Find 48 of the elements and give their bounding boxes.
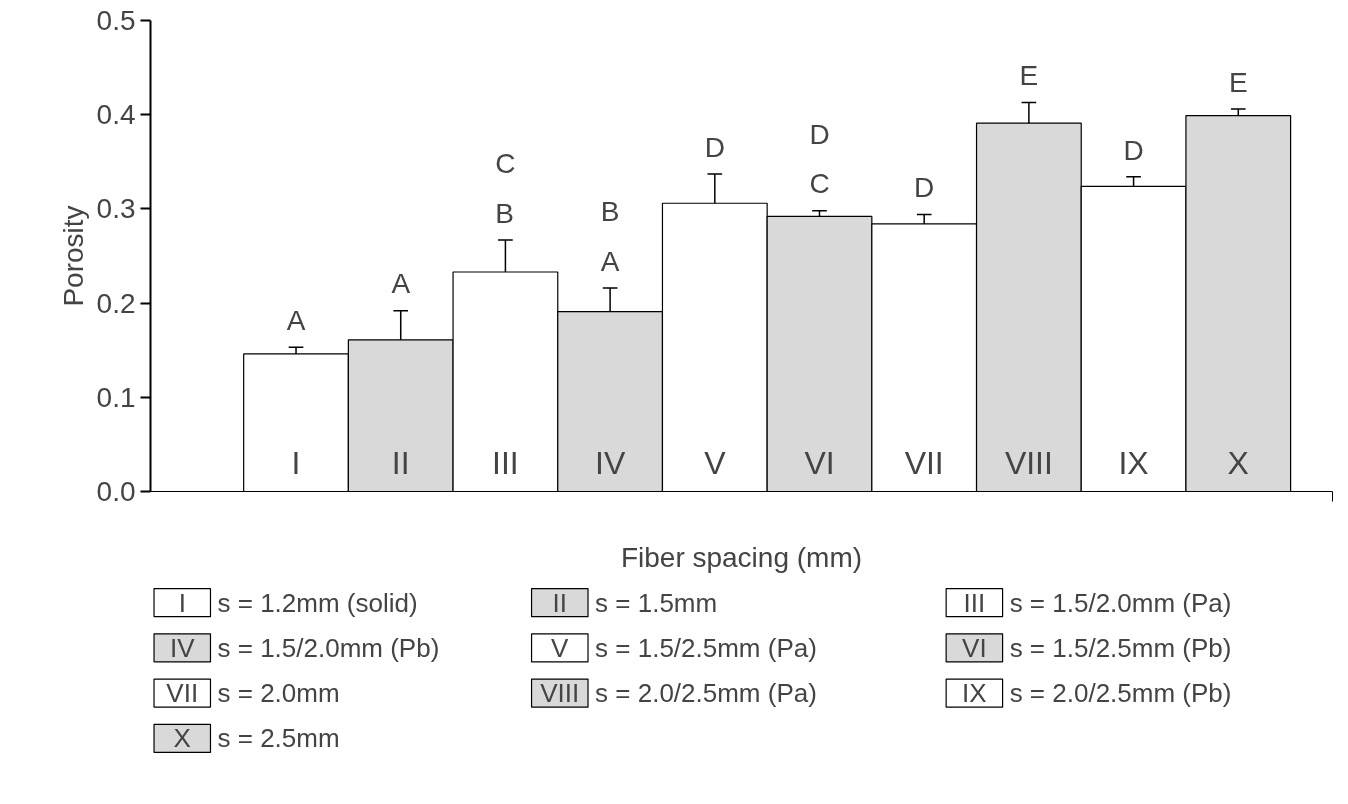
category-label: II bbox=[552, 587, 568, 618]
x-tick-label: V bbox=[704, 445, 727, 482]
legend-label: s = 1.5mm bbox=[595, 587, 718, 618]
y-tick-label: 0.2 bbox=[96, 287, 136, 319]
text: A bbox=[391, 268, 411, 300]
y-tick-label: 0.4 bbox=[96, 99, 136, 131]
legend-label: s = 2.5mm bbox=[217, 723, 340, 754]
legend-label: s = 2.0/2.5mm (Pb) bbox=[1009, 678, 1232, 709]
x-tick-label: IV bbox=[594, 445, 626, 482]
text: D C bbox=[809, 118, 830, 200]
category-label: V bbox=[551, 632, 569, 663]
legend-label: s = 2.0mm bbox=[217, 678, 340, 709]
legend-label: s = 1.2mm (solid) bbox=[217, 587, 418, 618]
x-tick-label: VI bbox=[804, 445, 835, 482]
text: A bbox=[286, 305, 306, 337]
legend-label: s = 1.5/2.0mm (Pb) bbox=[217, 632, 440, 663]
text: E bbox=[1228, 66, 1248, 98]
category-label: IX bbox=[962, 678, 987, 709]
text: D bbox=[914, 172, 935, 204]
category-label: III bbox=[963, 587, 986, 618]
category-label: VI bbox=[962, 632, 987, 663]
category-label: VIII bbox=[540, 678, 580, 709]
text: B A bbox=[600, 196, 620, 277]
x-tick-label: X bbox=[1227, 445, 1249, 482]
y-axis-title: Porosity bbox=[57, 205, 89, 307]
category-label: IV bbox=[169, 632, 195, 663]
x-tick-label: II bbox=[391, 445, 410, 482]
y-tick-label: 0.5 bbox=[96, 5, 136, 36]
y-tick-label: 0.1 bbox=[96, 381, 136, 413]
legend-label: s = 1.5/2.0mm (Pa) bbox=[1009, 587, 1232, 618]
legend-label: s = 2.0/2.5mm (Pa) bbox=[595, 678, 817, 709]
text: D bbox=[704, 131, 725, 163]
x-tick-label: IX bbox=[1118, 445, 1149, 482]
legend-label: s = 1.5/2.5mm (Pa) bbox=[595, 632, 817, 663]
category-label: X bbox=[173, 723, 191, 754]
x-tick-label: III bbox=[492, 445, 519, 482]
category-label: VII bbox=[166, 678, 199, 709]
y-tick-label: 0.0 bbox=[96, 476, 136, 507]
category-label: I bbox=[178, 587, 186, 618]
x-tick-label: VIII bbox=[1004, 445, 1053, 482]
legend-label: s = 1.5/2.5mm (Pb) bbox=[1009, 632, 1232, 663]
text: D bbox=[1123, 134, 1144, 166]
y-tick-label: 0.3 bbox=[96, 193, 136, 225]
x-axis-title: Fiber spacing (mm) bbox=[620, 541, 863, 573]
x-tick-label: VII bbox=[904, 445, 944, 482]
x-tick-label: I bbox=[291, 445, 301, 482]
text: C B bbox=[495, 148, 516, 229]
text: E bbox=[1019, 60, 1039, 92]
